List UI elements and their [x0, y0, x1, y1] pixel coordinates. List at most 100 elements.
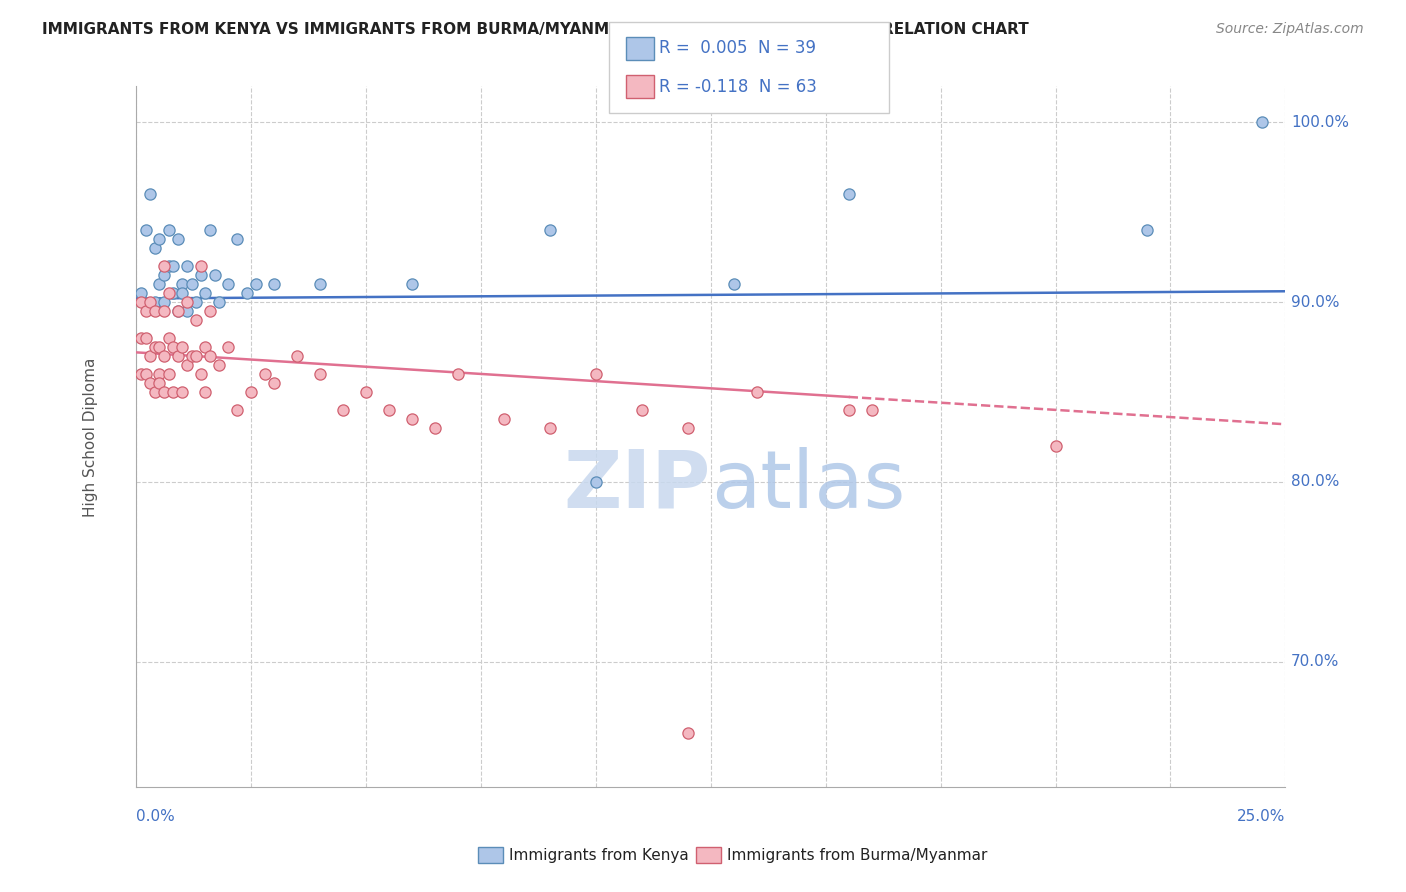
Point [184, 349, 207, 363]
Point [166, 304, 188, 318]
Point [157, 331, 180, 345]
Point [217, 277, 239, 291]
Text: 100.0%: 100.0% [1291, 115, 1350, 130]
Point [135, 304, 157, 318]
Point [745, 384, 768, 399]
Point [208, 295, 231, 310]
Point [184, 295, 207, 310]
Point [354, 384, 377, 399]
Point [190, 268, 212, 282]
Text: ZIP: ZIP [564, 447, 711, 524]
Point [129, 331, 152, 345]
Point [148, 367, 170, 381]
Point [162, 286, 184, 301]
Point [217, 340, 239, 354]
Point [139, 295, 162, 310]
Point [148, 232, 170, 246]
Point [139, 376, 162, 390]
Point [401, 412, 423, 426]
Point [143, 295, 166, 310]
Point [143, 340, 166, 354]
Point [166, 304, 188, 318]
Point [190, 259, 212, 273]
Point [194, 286, 217, 301]
Point [139, 349, 162, 363]
Text: R = -0.118  N = 63: R = -0.118 N = 63 [659, 78, 817, 95]
Point [423, 421, 446, 435]
Point [860, 403, 883, 417]
Point [198, 304, 221, 318]
Point [157, 259, 180, 273]
Point [172, 286, 194, 301]
Text: IMMIGRANTS FROM KENYA VS IMMIGRANTS FROM BURMA/MYANMAR HIGH SCHOOL DIPLOMA CORRE: IMMIGRANTS FROM KENYA VS IMMIGRANTS FROM… [42, 22, 1029, 37]
Point [143, 384, 166, 399]
Point [723, 277, 745, 291]
Point [143, 241, 166, 255]
Point [263, 376, 285, 390]
Text: atlas: atlas [711, 447, 905, 524]
Point [1045, 439, 1067, 453]
Point [309, 367, 332, 381]
Text: 70.0%: 70.0% [1291, 654, 1340, 669]
Point [1251, 115, 1274, 129]
Point [135, 223, 157, 237]
Point [198, 349, 221, 363]
Point [184, 313, 207, 327]
Point [838, 403, 860, 417]
Point [176, 295, 198, 310]
Point [176, 259, 198, 273]
Point [538, 223, 561, 237]
Point [176, 304, 198, 318]
Point [153, 259, 176, 273]
Text: 90.0%: 90.0% [1291, 294, 1340, 310]
Point [148, 277, 170, 291]
Point [631, 403, 654, 417]
Point [194, 384, 217, 399]
Point [139, 187, 162, 202]
Point [162, 259, 184, 273]
Point [172, 340, 194, 354]
Point [332, 403, 354, 417]
Point [204, 268, 226, 282]
Text: 25.0%: 25.0% [1237, 809, 1285, 824]
Point [585, 475, 607, 489]
Point [172, 384, 194, 399]
Point [153, 349, 176, 363]
Point [676, 421, 699, 435]
Point [166, 349, 188, 363]
Point [494, 412, 516, 426]
Text: Immigrants from Kenya: Immigrants from Kenya [509, 848, 689, 863]
Point [263, 277, 285, 291]
Point [157, 286, 180, 301]
Point [157, 367, 180, 381]
Point [309, 277, 332, 291]
Text: 0.0%: 0.0% [136, 809, 176, 824]
Text: R =  0.005  N = 39: R = 0.005 N = 39 [659, 39, 817, 57]
Point [143, 304, 166, 318]
Text: 80.0%: 80.0% [1291, 475, 1340, 490]
Point [208, 358, 231, 372]
Point [838, 187, 860, 202]
Point [401, 277, 423, 291]
Point [447, 367, 470, 381]
Point [166, 232, 188, 246]
Text: High School Diploma: High School Diploma [83, 357, 98, 516]
Point [148, 376, 170, 390]
Point [198, 223, 221, 237]
Point [153, 268, 176, 282]
Point [162, 384, 184, 399]
Point [153, 304, 176, 318]
Point [378, 403, 401, 417]
Point [162, 340, 184, 354]
Point [240, 384, 263, 399]
Text: Source: ZipAtlas.com: Source: ZipAtlas.com [1216, 22, 1364, 37]
Point [129, 286, 152, 301]
Point [148, 340, 170, 354]
Point [176, 358, 198, 372]
Point [285, 349, 308, 363]
Point [153, 384, 176, 399]
Point [172, 277, 194, 291]
Point [129, 367, 152, 381]
Point [194, 340, 217, 354]
Point [254, 367, 277, 381]
